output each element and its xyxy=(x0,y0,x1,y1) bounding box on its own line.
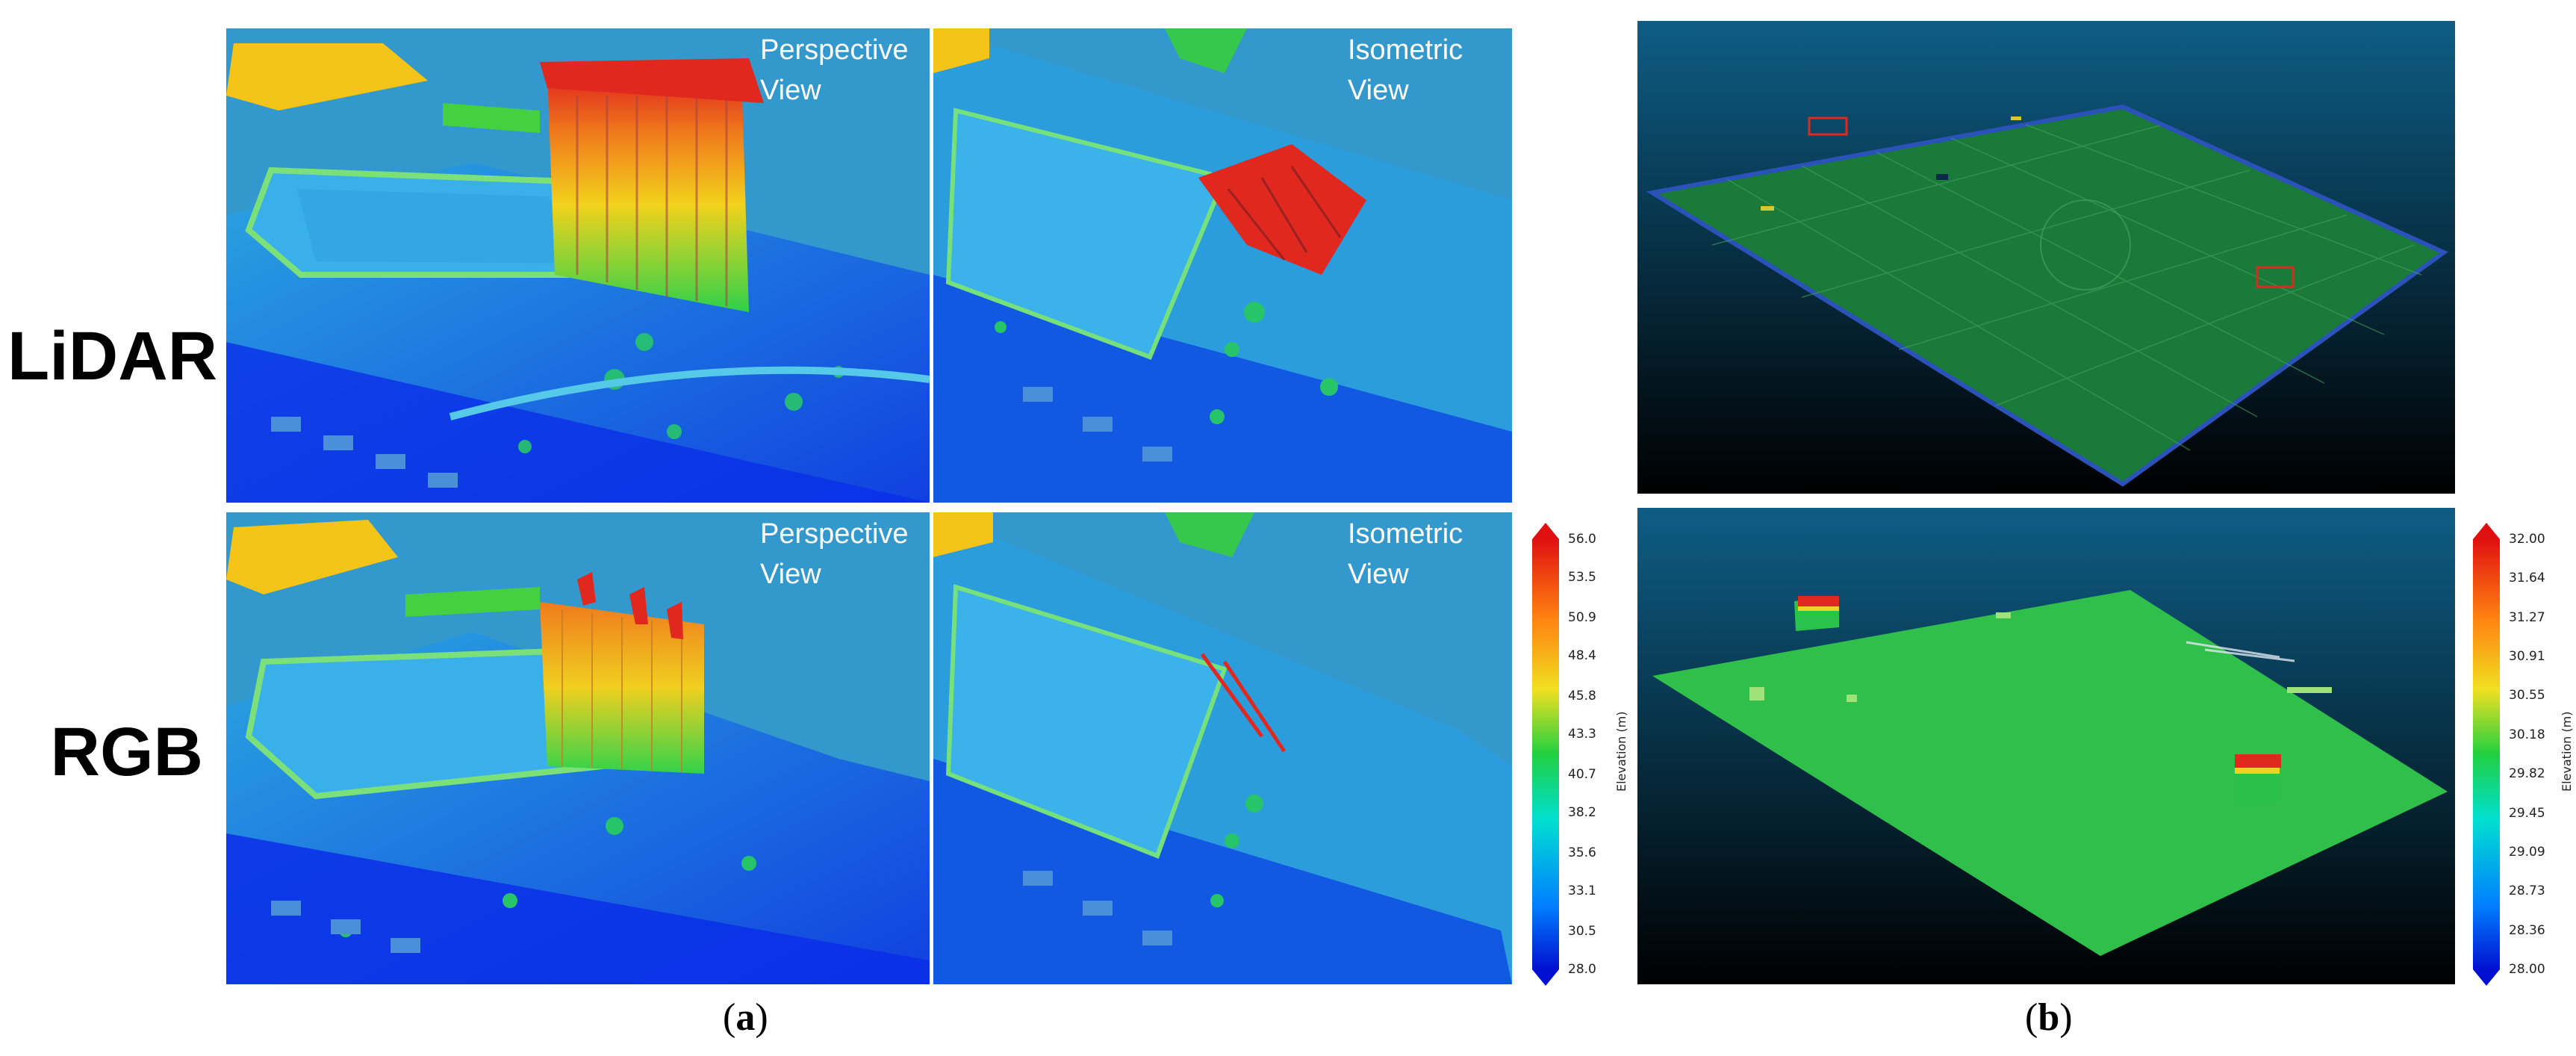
colorbar-tick-label: 28.0 xyxy=(1568,962,1596,977)
caption-b-close: ) xyxy=(2059,996,2073,1039)
row-label-rgb: RGB xyxy=(50,714,203,790)
label-line1: Isometric xyxy=(1348,34,1463,66)
label-line2: View xyxy=(760,75,821,106)
colorbar-tick-label: 30.91 xyxy=(2509,648,2545,664)
caption-b: (b) xyxy=(2025,996,2073,1040)
rgb-field-view xyxy=(1637,508,2455,984)
caption-a-close: ) xyxy=(755,996,768,1039)
rgb-isometric-render xyxy=(933,512,1512,984)
label-line2: View xyxy=(1348,559,1409,590)
colorbar-b: 28.00 28.36 28.73 29.09 29.45 29.82 30.18 30.55… xyxy=(2471,523,2576,986)
colorbar-tick-label: 35.6 xyxy=(1568,845,1596,860)
colorbar-tick-label: 32.00 xyxy=(2509,532,2545,547)
label-line1: Perspective xyxy=(760,34,909,66)
colorbar-tick-label: 38.2 xyxy=(1568,805,1596,821)
colorbar-tick-label: 40.7 xyxy=(1568,766,1596,782)
colorbar-tick-label: 53.5 xyxy=(1568,570,1596,586)
colorbar-tick-label: 29.82 xyxy=(2509,765,2545,781)
lidar-field-render xyxy=(1637,21,2455,494)
row-label-lidar: LiDAR xyxy=(7,318,218,394)
colorbar-tick-label: 29.45 xyxy=(2509,806,2545,821)
lidar-isometric-view: Isometric View xyxy=(933,28,1512,503)
colorbar-tick-label: 45.8 xyxy=(1568,688,1596,704)
rgb-perspective-render xyxy=(226,512,930,984)
caption-a-open: ( xyxy=(723,996,736,1039)
lidar-isometric-label: Isometric View xyxy=(1348,30,1463,111)
rgb-isometric-label: Isometric View xyxy=(1348,514,1463,594)
colorbar-b-gradient xyxy=(2473,523,2500,986)
colorbar-tick-label: 43.3 xyxy=(1568,727,1596,742)
colorbar-tick-label: 28.36 xyxy=(2509,923,2545,939)
colorbar-tick-label: 31.64 xyxy=(2509,570,2545,586)
colorbar-tick-label: 28.00 xyxy=(2509,962,2545,977)
caption-a-letter: a xyxy=(735,996,756,1039)
colorbar-tick-label: 29.09 xyxy=(2509,845,2545,860)
colorbar-tick-label: 50.9 xyxy=(1568,609,1596,625)
lidar-field-view xyxy=(1637,21,2455,494)
lidar-perspective-view: Perspective View xyxy=(226,28,930,503)
rgb-perspective-view: Perspective View xyxy=(226,512,930,984)
caption-b-open: ( xyxy=(2025,996,2038,1039)
colorbar-tick-label: 33.1 xyxy=(1568,883,1596,899)
colorbar-tick-label: 30.55 xyxy=(2509,687,2545,703)
colorbar-tick-label: 48.4 xyxy=(1568,648,1596,664)
lidar-perspective-render xyxy=(226,28,930,503)
colorbar-a-gradient xyxy=(1532,523,1559,986)
rgb-isometric-view: Isometric View xyxy=(933,512,1512,984)
label-line1: Perspective xyxy=(760,518,909,550)
rgb-field-render xyxy=(1637,508,2455,984)
colorbar-a: 28.0 30.5 33.1 35.6 38.2 40.7 43.3 45.8 48.4 50.9… xyxy=(1531,523,1635,986)
colorbar-tick-label: 31.27 xyxy=(2509,610,2545,626)
rgb-perspective-label: Perspective View xyxy=(760,514,909,594)
caption-b-letter: b xyxy=(2038,996,2060,1039)
colorbar-tick-label: 30.18 xyxy=(2509,727,2545,743)
colorbar-b-title: Elevation (m) xyxy=(2560,711,2574,792)
label-line2: View xyxy=(1348,75,1409,106)
colorbar-a-title: Elevation (m) xyxy=(1614,711,1628,792)
colorbar-tick-label: 56.0 xyxy=(1568,532,1596,547)
label-line2: View xyxy=(760,559,821,590)
lidar-isometric-render xyxy=(933,28,1512,503)
label-line1: Isometric xyxy=(1348,518,1463,550)
lidar-perspective-label: Perspective View xyxy=(760,30,909,111)
colorbar-tick-label: 30.5 xyxy=(1568,923,1596,939)
colorbar-tick-label: 28.73 xyxy=(2509,883,2545,898)
caption-a: (a) xyxy=(723,996,768,1040)
